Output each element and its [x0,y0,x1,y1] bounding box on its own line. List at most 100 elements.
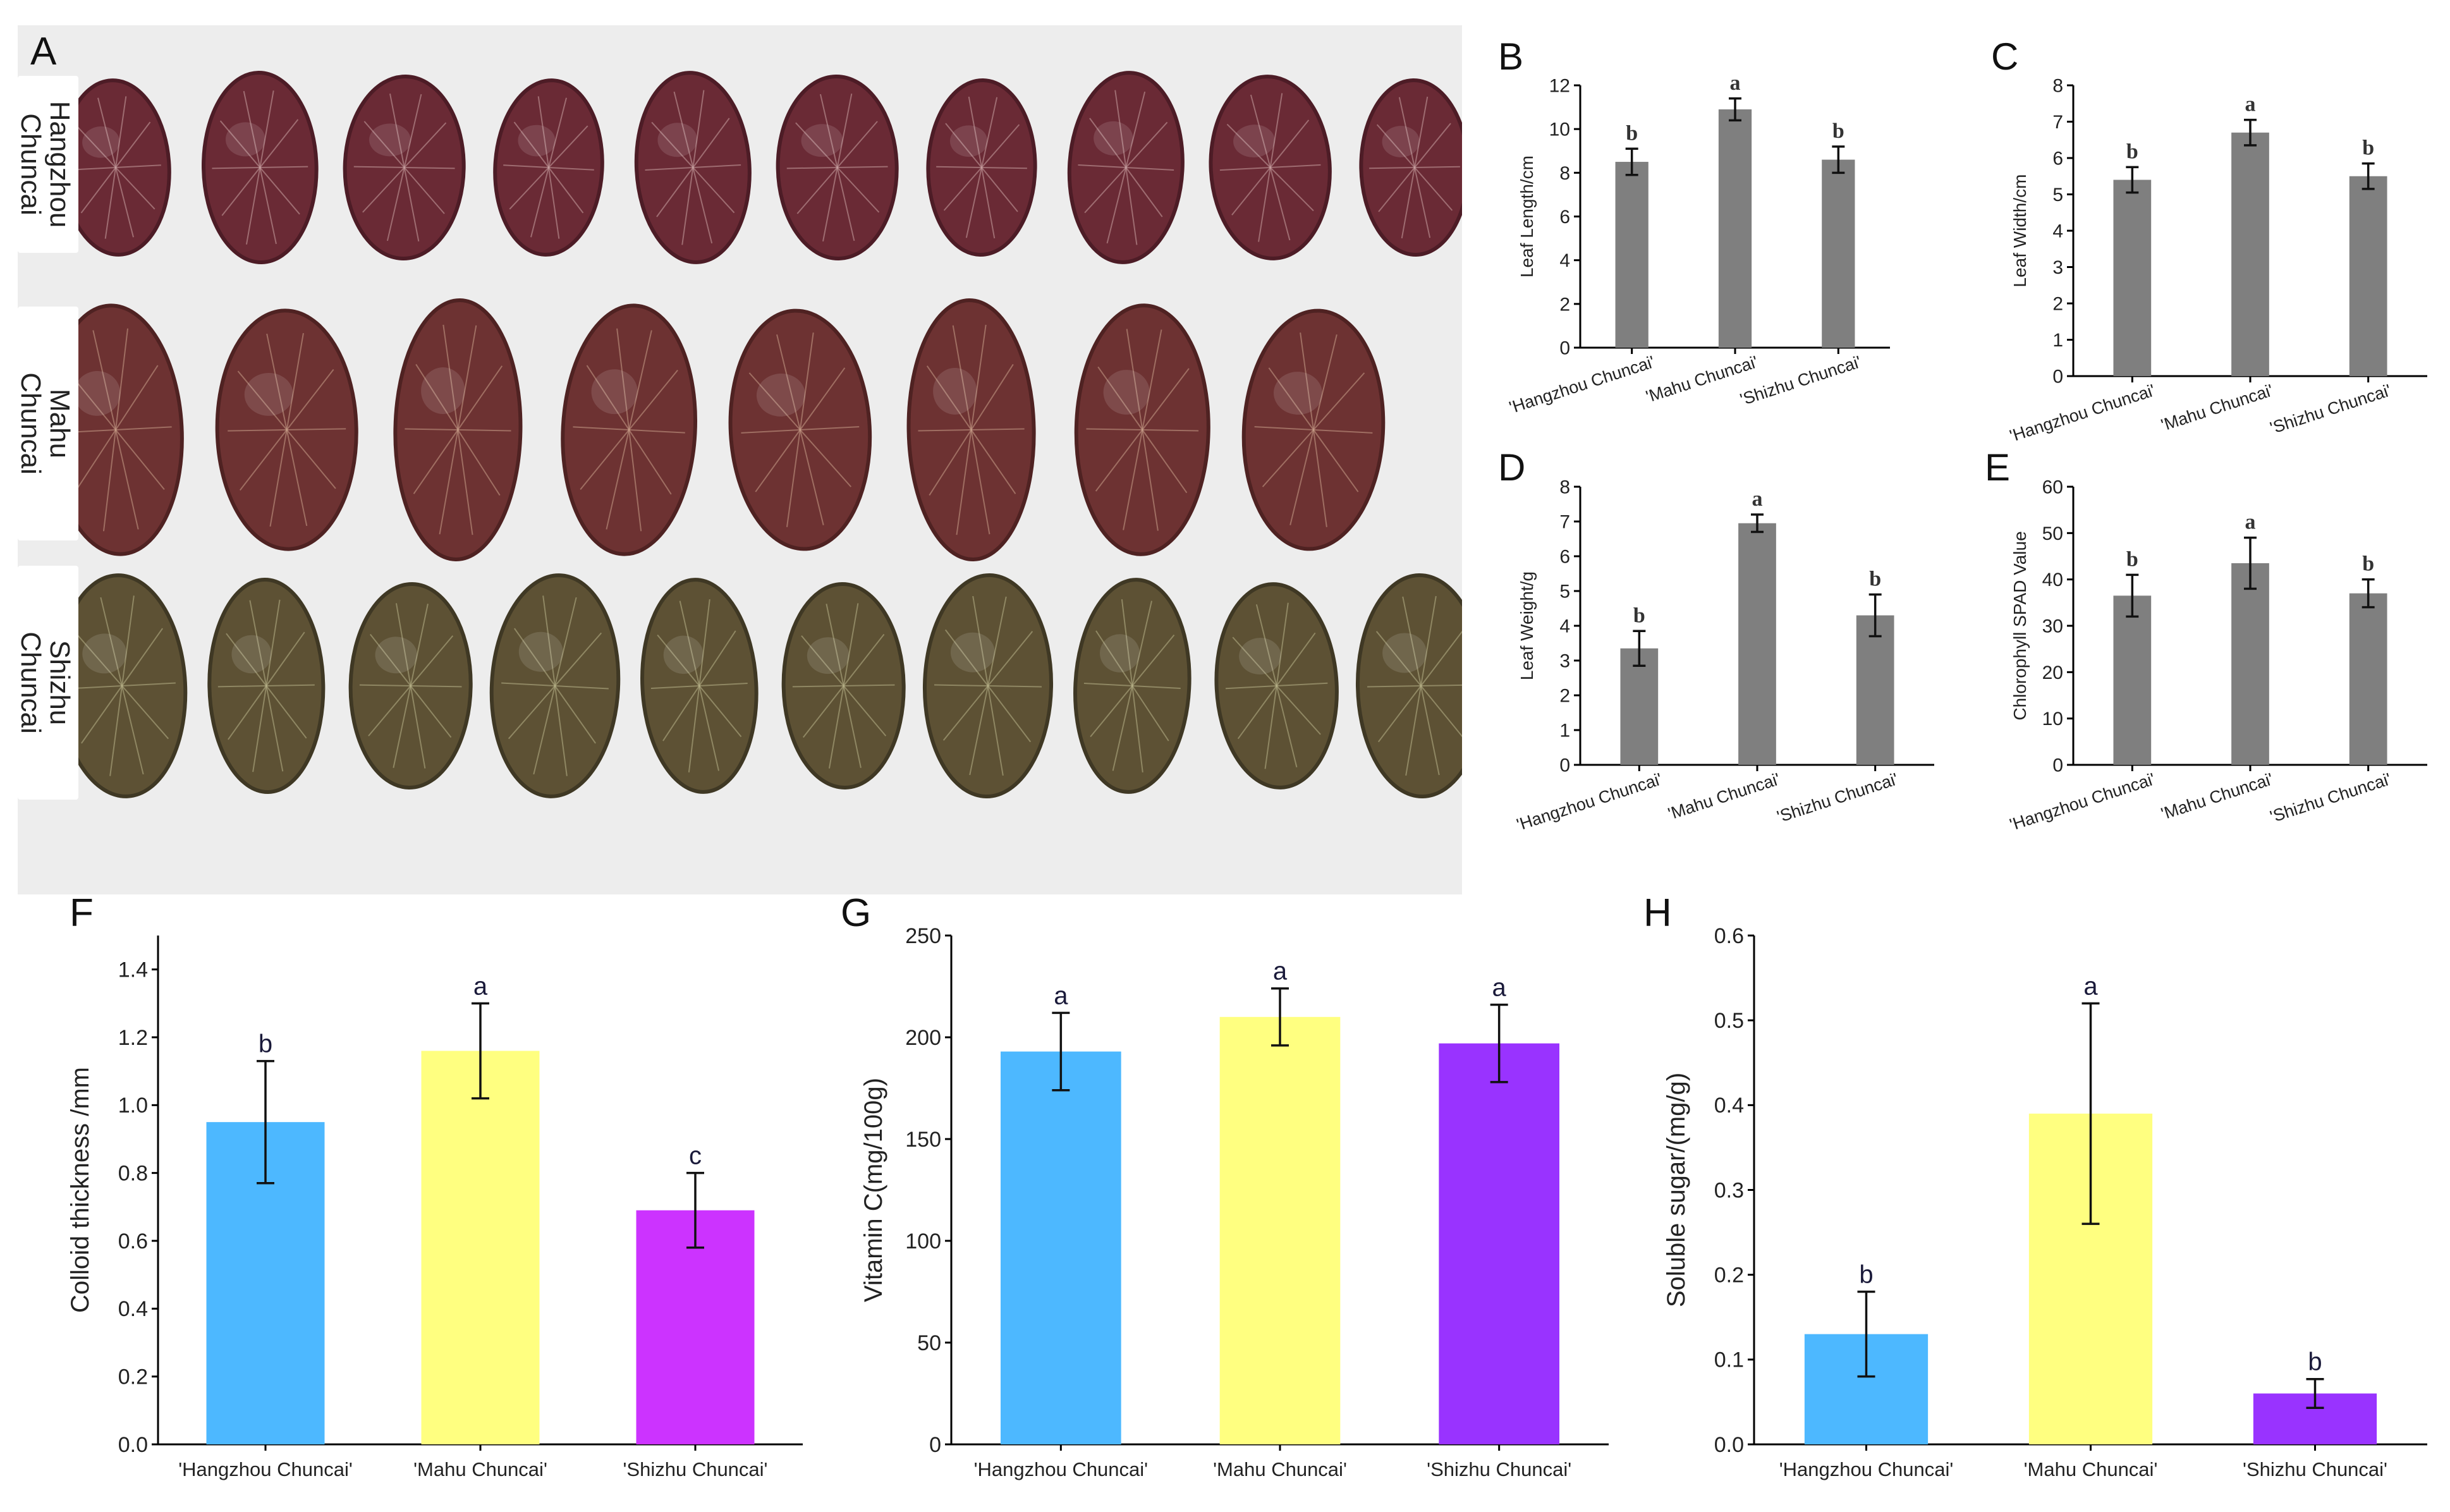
leaf-vein [121,682,176,686]
leaf-vein [698,685,742,738]
row-label-line2: Chuncai [18,631,46,733]
leaf-vein [1232,637,1277,686]
leaf-vein [819,94,838,168]
leaf-vein [115,426,172,430]
y-tick-label: 3 [1559,651,1570,672]
vitamin-c-chart: G 0 50 100 150 200 250 Vitamin C(mg/100g) a 'Hang… [841,891,1609,1480]
panel-letter-c: C [1991,35,2018,78]
leaf-vein [509,167,549,210]
y-tick-label: 2 [2052,294,2063,315]
leaf-vein [1313,429,1327,527]
leaf-vein [1420,685,1466,741]
leaf-vein [1378,167,1415,212]
leaf-vein [269,429,288,527]
y-axis-label: Leaf Weight/g [1517,571,1537,680]
leaf-vein [359,684,411,686]
y-tick-label: 8 [2052,76,2063,97]
leaf-sheen [933,368,977,415]
leaf-vein [115,121,151,168]
leaf-vein [76,125,116,168]
leaf-vein [249,600,267,686]
panel-letter-h: H [1643,891,1672,935]
chlorophyll-spad-chart: E 0 10 20 30 40 50 60 Chlorophyll SPAD Value b 'Ha… [1985,446,2427,834]
leaf-vein [286,369,334,430]
significance-letter: a [1054,982,1068,1009]
leaf-vein [1376,124,1415,168]
leaf-vein [1142,429,1199,432]
y-tick-label: 0.4 [1714,1094,1744,1118]
x-tick-label: 'Mahu Chuncai' [2159,769,2276,824]
leaf-vein [1097,366,1143,430]
y-tick-label: 0.6 [1714,924,1744,948]
leaf-vein [1132,685,1181,690]
leaf-vein [800,426,860,430]
leaf-vein [692,90,705,168]
y-tick-label: 3 [2052,257,2063,278]
leaf-vein [1131,685,1143,772]
leaf-vein [259,90,274,168]
leaf-vein [662,685,700,741]
x-tick-label: 'Hangzhou Chuncai' [1514,769,1664,834]
leaf-vein [1276,632,1316,686]
leaf-vein [1112,685,1133,771]
leaf-vein [1106,167,1127,244]
row-label-tag [18,566,78,800]
leaf-vein [981,167,996,239]
leaf [926,78,1037,257]
significance-letter: b [2362,137,2374,160]
x-tick-label: 'Shizhu Chuncai' [2268,381,2394,437]
leaf-sheen [950,632,995,673]
y-tick-label: 2 [1559,294,1570,315]
leaf-vein [942,685,989,741]
leaf-vein [513,121,549,168]
leaf-vein [1313,334,1338,430]
leaf-vein [741,429,800,434]
y-tick-label: 0.1 [1714,1348,1744,1372]
y-tick-label: 0.2 [118,1365,148,1389]
panel-letter-d: D [1498,446,1525,489]
leaf-vein [628,429,672,495]
leaf [489,573,621,798]
y-tick-label: 0.0 [118,1433,148,1457]
leaf-vein [800,429,852,487]
leaf-vein [843,685,887,736]
leaf-vein [415,363,459,430]
leaf-vein [363,121,405,168]
significance-letter: b [1633,604,1645,627]
leaf [1074,303,1210,556]
leaf-vein [265,685,307,739]
leaf-vein [237,370,288,430]
leaf-vein [800,367,846,430]
leaf-vein [554,632,602,686]
leaf-vein [1114,90,1127,168]
x-tick-label: 'Hangzhou Chuncai' [2008,769,2157,834]
leaf-vein [755,429,801,492]
x-tick-label: 'Hangzhou Chuncai' [974,1458,1149,1480]
bar [1219,1016,1341,1444]
leaf-vein [403,167,420,242]
leaf-vein [266,333,288,430]
leaf-vein [362,167,405,213]
leaf-vein [944,629,989,686]
leaf-vein [1237,685,1277,740]
panel-letter-b: B [1498,35,1523,78]
leaf-vein [1269,167,1291,241]
y-tick-label: 10 [2042,709,2063,729]
leaf-vein [286,429,308,527]
leaf-vein [1231,167,1271,216]
leaf-sheen [1103,370,1150,415]
bar [1738,523,1776,765]
leaf-vein [802,685,844,738]
y-tick-label: 200 [905,1026,941,1050]
leaf-vein [1269,93,1283,168]
leaf-vein [1401,167,1415,239]
leaf-sheen [74,370,121,416]
leaf-vein [1219,167,1271,171]
significance-letter: b [2126,547,2138,571]
colloid-thickness-chart: F 0.0 0.2 0.4 0.6 0.8 1.0 1.2 1.4 Colloid thickne… [66,891,803,1480]
leaf-vein [1276,685,1298,767]
leaf-vein [1125,91,1146,168]
leaf [493,78,604,257]
leaf-vein [1414,167,1431,238]
leaf-vein [410,685,452,738]
